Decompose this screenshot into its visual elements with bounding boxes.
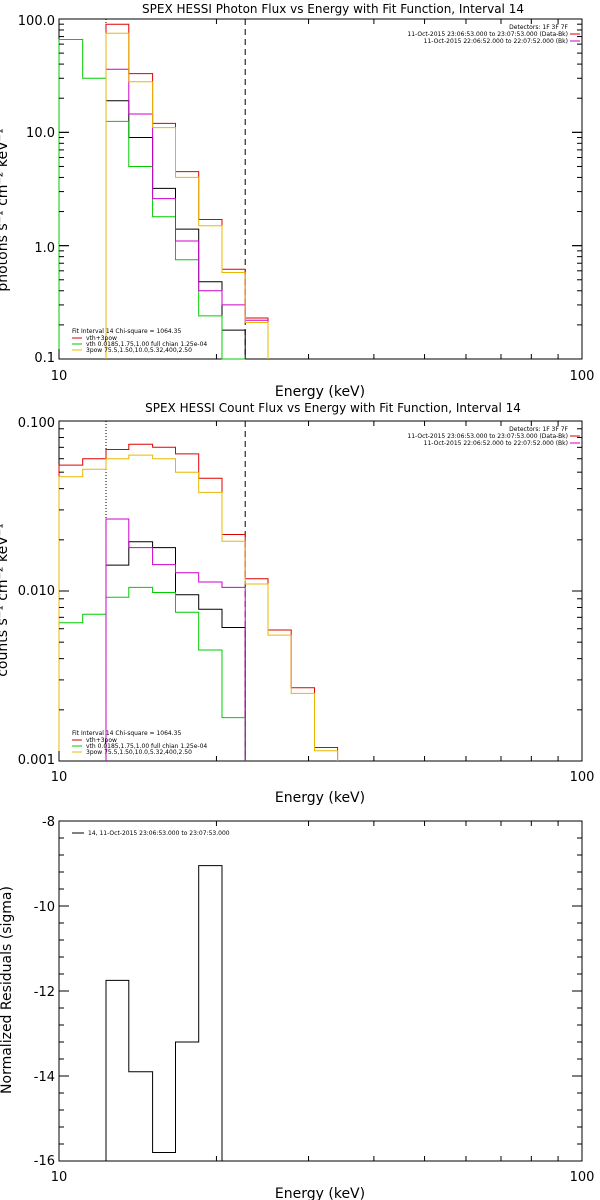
photon-fit-item: 3pow 75.5,1.50,10.0,5.32,400,2.50 (86, 347, 192, 354)
residuals-y-tick-label: -14 (34, 1070, 55, 1085)
photon-legend-bk: 11-Oct-2015 22:06:52.000 to 22:07:52.000… (424, 38, 568, 45)
photon-plot-frame (58, 18, 583, 360)
series-line-black (105, 541, 246, 761)
count-fit-item: vth 0.0185,1.75,1.00 full chian 1.25e-04 (86, 743, 207, 750)
photon-top-legend: Detectors: 1F 3F 7F 11-Oct-2015 23:06:53… (407, 24, 580, 45)
photon-y-tick-label: 10.0 (26, 126, 55, 141)
count-top-legend: Detectors: 1F 3F 7F 11-Oct-2015 23:06:53… (407, 426, 580, 447)
residuals-y-tick-label: -8 (42, 815, 55, 830)
residuals-y-tick-label: -10 (34, 900, 55, 915)
residuals-legend-text: 14, 11-Oct-2015 23:06:53.000 to 23:07:53… (88, 830, 230, 837)
residuals-axis-ticks (58, 820, 583, 1162)
count-series-group (58, 421, 339, 761)
count-fit-header: Fit Interval 14 Chi-square = 1064.35 (72, 730, 181, 737)
count-chart-title: SPEX HESSI Count Flux vs Energy with Fit… (145, 401, 521, 415)
count-legend-bk: 11-Oct-2015 22:06:52.000 to 22:07:52.000… (424, 440, 568, 447)
series-line-green (58, 586, 246, 761)
series-line-magenta (105, 518, 246, 761)
count-x-axis-label: Energy (keV) (275, 790, 365, 806)
photon-chart-title: SPEX HESSI Photon Flux vs Energy with Fi… (142, 2, 524, 16)
photon-flux-panel: SPEX HESSI Photon Flux vs Energy with Fi… (0, 2, 594, 400)
series-line-orange (58, 454, 339, 761)
photon-fit-legend: Fit Interval 14 Chi-square = 1064.35 vth… (72, 328, 207, 354)
count-legend-data: 11-Oct-2015 23:06:53.000 to 23:07:53.000… (407, 433, 568, 440)
series-line-magenta (105, 68, 269, 359)
residuals-x-tick-label: 100 (570, 1170, 595, 1185)
count-plot-frame (58, 420, 583, 762)
series-line-red (105, 23, 269, 359)
residuals-x-tick-label: 10 (51, 1170, 68, 1185)
residuals-x-axis-label: Energy (keV) (275, 1186, 365, 1200)
photon-legend-detectors: Detectors: 1F 3F 7F (509, 24, 568, 31)
count-fit-item: vth+3pow (86, 737, 117, 744)
photon-series-group (58, 19, 269, 360)
count-flux-panel: SPEX HESSI Count Flux vs Energy with Fit… (0, 401, 594, 806)
count-y-tick-label: 0.100 (18, 416, 55, 431)
photon-x-tick-label: 100 (570, 369, 595, 384)
photon-x-tick-label: 10 (51, 369, 68, 384)
photon-fit-header: Fit Interval 14 Chi-square = 1064.35 (72, 328, 181, 335)
count-y-tick-label: 0.010 (18, 584, 55, 599)
photon-fit-item: vth+3pow (86, 335, 117, 342)
residuals-legend: 14, 11-Oct-2015 23:06:53.000 to 23:07:53… (72, 830, 230, 837)
series-line-black (105, 865, 223, 1161)
series-line-orange (105, 32, 269, 359)
photon-y-tick-label: 0.1 (34, 351, 55, 366)
photon-legend-data: 11-Oct-2015 23:06:53.000 to 23:07:53.000… (407, 31, 568, 38)
count-fit-item: 3pow 75.5,1.50,10.0,5.32,400,2.50 (86, 749, 192, 756)
photon-fit-item: vth 0.0185,1.75,1.00 full chian 1.25e-04 (86, 341, 207, 348)
photon-y-tick-label: 100.0 (18, 14, 55, 29)
count-fit-legend: Fit Interval 14 Chi-square = 1064.35 vth… (72, 730, 207, 756)
photon-x-axis-label: Energy (keV) (275, 384, 365, 400)
count-axis-ticks (58, 420, 583, 762)
residuals-plot-frame (58, 820, 583, 1162)
residuals-y-tick-label: -12 (34, 985, 55, 1000)
residuals-series-group (105, 865, 223, 1161)
count-x-tick-label: 10 (51, 770, 68, 785)
photon-y-tick-label: 1.0 (34, 241, 55, 256)
photon-axis-ticks (58, 18, 583, 360)
photon-y-axis-label: photons s⁻¹ cm⁻² keV⁻¹ (0, 128, 11, 291)
residuals-y-axis-label: Normalized Residuals (sigma) (0, 886, 15, 1094)
count-y-tick-label: 0.001 (18, 753, 55, 768)
residuals-panel: -8 -10 -12 -14 -16 10 100 Energy (keV) N… (0, 815, 594, 1200)
residuals-y-tick-label: -16 (34, 1154, 55, 1169)
count-legend-detectors: Detectors: 1F 3F 7F (509, 426, 568, 433)
count-x-tick-label: 100 (570, 770, 595, 785)
count-y-axis-label: counts s⁻¹ cm⁻² keV⁻¹ (0, 523, 11, 677)
